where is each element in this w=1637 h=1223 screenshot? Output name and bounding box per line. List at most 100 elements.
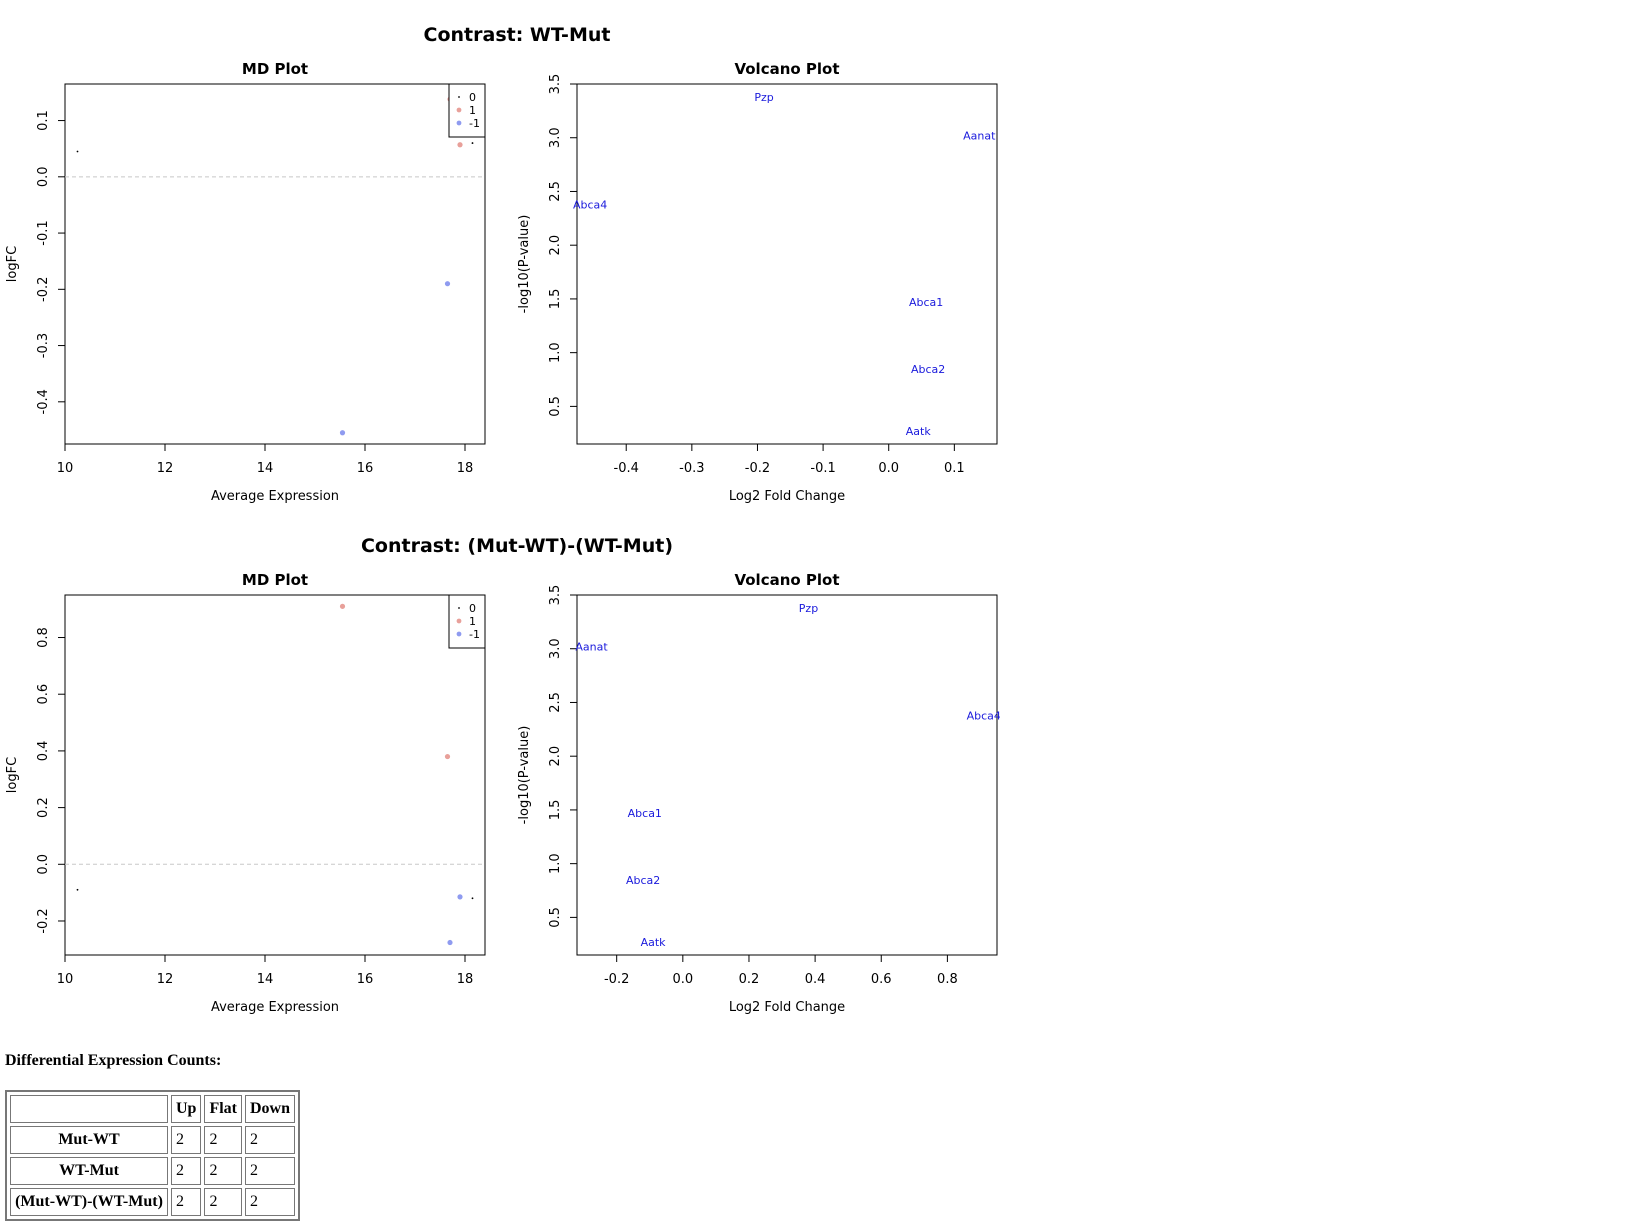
plot-title: MD Plot — [242, 571, 308, 589]
x-tick-label: 12 — [157, 972, 174, 987]
up-count: 2 — [171, 1157, 202, 1185]
y-tick-label: -0.2 — [36, 277, 51, 302]
plot-frame — [576, 83, 998, 445]
y-tick-label: 2.5 — [548, 692, 563, 713]
y-axis-label: -log10(P-value) — [517, 215, 532, 314]
gene-label: Abca1 — [909, 296, 943, 309]
plot-legend: 01-1 — [448, 594, 486, 649]
data-point — [457, 142, 463, 148]
contrast-title: Contrast: (Mut-WT)-(WT-Mut) — [361, 535, 673, 557]
flat-count: 2 — [204, 1126, 242, 1154]
gene-label: Abca4 — [967, 709, 1000, 722]
data-point — [471, 897, 474, 900]
gene-label: Abca2 — [911, 363, 945, 376]
y-axis-label: -log10(P-value) — [517, 726, 532, 825]
y-tick-label: -0.3 — [36, 333, 51, 358]
y-tick-label: 2.0 — [548, 746, 563, 767]
row-label: (Mut-WT)-(WT-Mut) — [10, 1188, 168, 1216]
gene-label: Abca4 — [573, 198, 607, 211]
x-tick-label: 0.2 — [739, 972, 760, 987]
data-point — [339, 603, 346, 609]
gene-label: Pzp — [754, 91, 773, 104]
data-point — [444, 281, 451, 287]
y-tick-label: 2.0 — [548, 235, 563, 256]
down-count: 2 — [245, 1188, 296, 1216]
legend-label: 0 — [469, 602, 476, 615]
plot-frame — [576, 594, 998, 956]
x-tick-label: 10 — [57, 461, 74, 476]
legend-label: 1 — [469, 615, 476, 628]
up-count: 2 — [171, 1188, 202, 1216]
legend-marker — [456, 618, 462, 624]
table-row: WT-Mut 2 2 2 — [10, 1157, 296, 1185]
x-tick-label: -0.1 — [810, 461, 835, 476]
x-axis-label: Average Expression — [211, 1000, 339, 1015]
x-tick-label: -0.3 — [679, 461, 704, 476]
x-tick-label: -0.2 — [604, 972, 629, 987]
y-tick-label: 3.5 — [548, 585, 563, 606]
y-tick-label: 1.5 — [548, 800, 563, 821]
data-point — [444, 753, 451, 760]
legend-marker — [456, 631, 462, 637]
x-tick-label: 0.6 — [871, 972, 892, 987]
x-tick-label: 14 — [257, 972, 274, 987]
x-tick-label: 16 — [357, 461, 374, 476]
y-tick-label: -0.2 — [36, 908, 51, 933]
data-point — [471, 142, 474, 144]
x-tick-label: 10 — [57, 972, 74, 987]
legend-marker — [456, 120, 462, 126]
x-tick-label: 14 — [257, 461, 274, 476]
x-tick-label: 0.0 — [878, 461, 899, 476]
x-tick-label: 18 — [457, 461, 474, 476]
flat-count: 2 — [204, 1188, 242, 1216]
column-header-down: Down — [245, 1095, 296, 1123]
contrast-figure: Contrast: (Mut-WT)-(WT-Mut) MD Plot 10 12 14… — [5, 535, 1000, 1015]
y-tick-label: 0.5 — [548, 396, 563, 417]
x-tick-label: -0.4 — [614, 461, 639, 476]
x-tick-label: 0.8 — [937, 972, 958, 987]
volcano-plot: Volcano Plot -0.4 -0.3 -0.2 -0.1 0.0 0.1 0.5 1.0… — [517, 60, 998, 504]
legend-box — [448, 83, 486, 138]
y-tick-label: 0.8 — [36, 627, 51, 648]
plot-title: Volcano Plot — [734, 571, 839, 589]
gene-label: Abca1 — [628, 807, 662, 820]
counts-heading: Differential Expression Counts: — [5, 1052, 222, 1069]
y-tick-label: 2.5 — [548, 181, 563, 202]
x-tick-label: 12 — [157, 461, 174, 476]
x-tick-label: 0.1 — [944, 461, 965, 476]
x-tick-label: 0.4 — [805, 972, 826, 987]
y-tick-label: 0.6 — [36, 684, 51, 705]
legend-label: -1 — [469, 117, 480, 130]
counts-corner-cell — [10, 1095, 168, 1123]
data-point — [457, 894, 463, 900]
legend-marker — [458, 96, 460, 98]
column-header-flat: Flat — [204, 1095, 242, 1123]
gene-label: Aatk — [641, 936, 667, 949]
md-plot: MD Plot 10 12 14 16 18 -0.4 -0.3 -0.2 -0.1 0.0 0.1 A… — [5, 60, 486, 504]
y-axis-label: logFC — [5, 246, 20, 282]
y-tick-label: 0.0 — [36, 166, 51, 187]
gene-label: Pzp — [799, 602, 818, 615]
data-point — [76, 888, 79, 891]
y-tick-label: 0.5 — [548, 907, 563, 928]
x-tick-label: 16 — [357, 972, 374, 987]
y-axis-label: logFC — [5, 757, 20, 793]
x-tick-label: 18 — [457, 972, 474, 987]
gene-label: Aanat — [575, 641, 608, 654]
y-tick-label: 0.0 — [36, 854, 51, 875]
x-axis-label: Log2 Fold Change — [729, 489, 845, 504]
table-row: Mut-WT 2 2 2 — [10, 1126, 296, 1154]
y-tick-label: 1.0 — [548, 853, 563, 874]
y-tick-label: 1.0 — [548, 342, 563, 363]
y-tick-label: -0.1 — [36, 220, 51, 245]
down-count: 2 — [245, 1126, 296, 1154]
y-tick-label: 0.4 — [36, 741, 51, 762]
flat-count: 2 — [204, 1157, 242, 1185]
plot-frame — [64, 83, 486, 445]
gene-label: Aatk — [906, 425, 932, 438]
data-point — [76, 150, 79, 153]
row-label: WT-Mut — [10, 1157, 168, 1185]
counts-header-row: Up Flat Down — [10, 1095, 296, 1123]
legend-label: 0 — [469, 91, 476, 104]
